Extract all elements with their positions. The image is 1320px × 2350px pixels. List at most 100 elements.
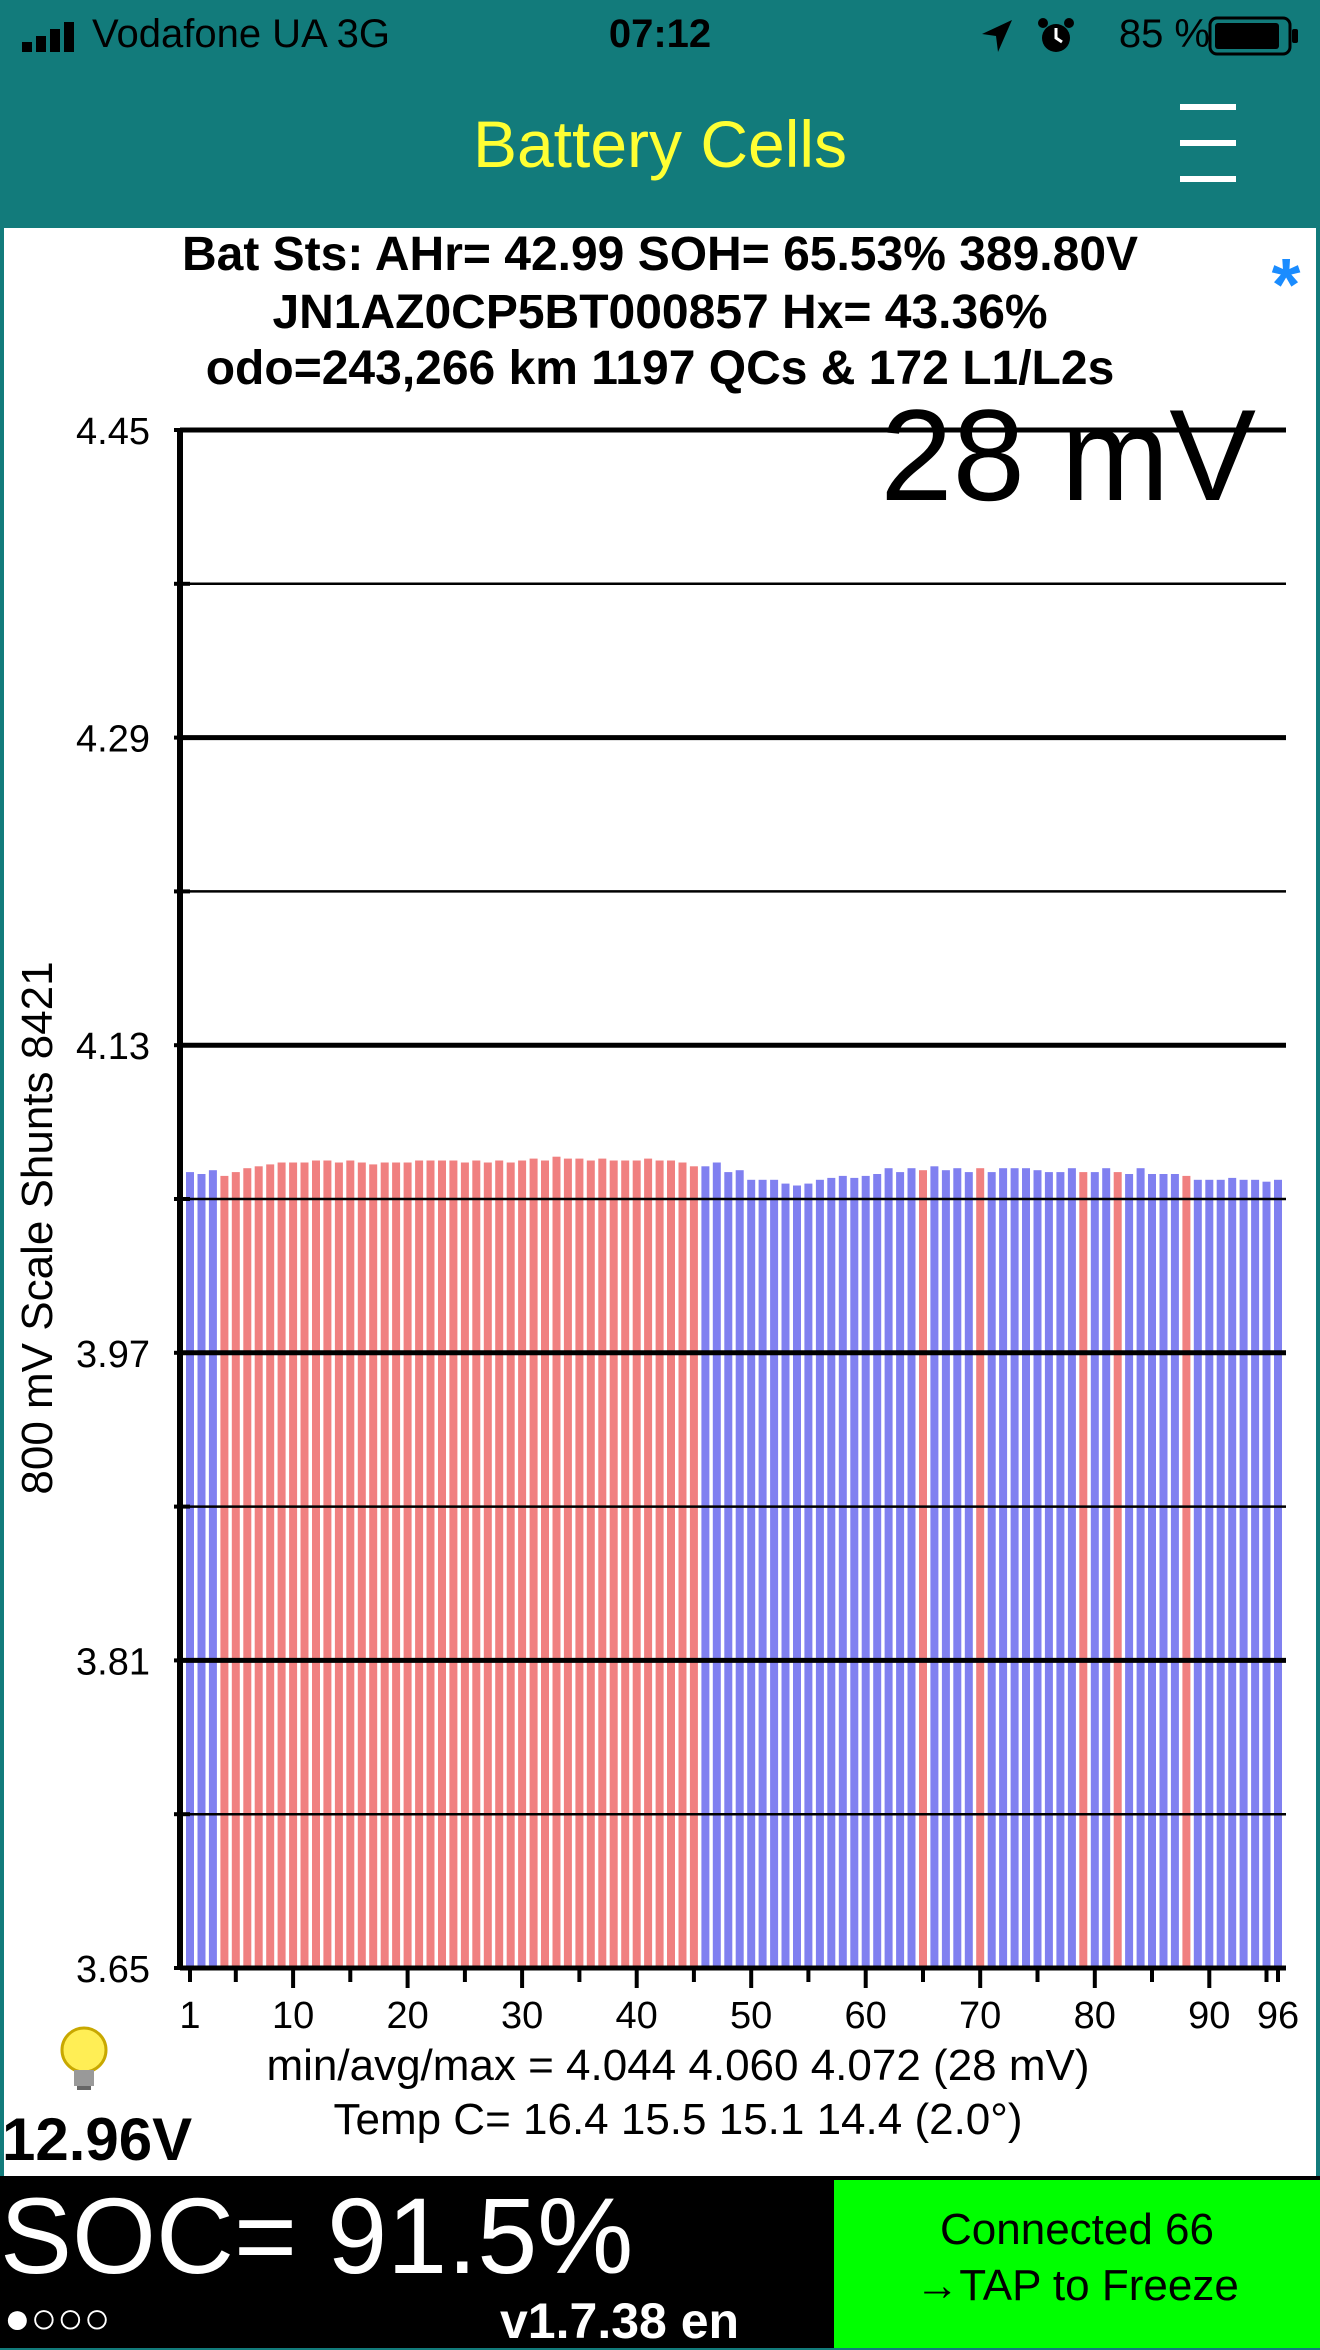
cell-bar	[1205, 1179, 1214, 1968]
cell-bar	[449, 1160, 458, 1968]
cell-bar	[380, 1162, 389, 1968]
cell-bar	[323, 1160, 332, 1968]
cell-bar	[1010, 1168, 1019, 1968]
clock: 07:12	[608, 12, 712, 56]
cell-bar	[392, 1162, 401, 1968]
cell-bar	[541, 1160, 549, 1968]
min-avg-max-stats: min/avg/max = 4.044 4.060 4.072 (28 mV)	[266, 2041, 1089, 2090]
cell-bar	[231, 1172, 240, 1968]
cell-bar	[1125, 1174, 1134, 1968]
cell-bar	[838, 1175, 847, 1968]
cell-bar	[815, 1179, 824, 1968]
cell-bar	[495, 1160, 504, 1968]
cell-bar	[1159, 1174, 1168, 1968]
vin-health-line: JN1AZ0CP5BT000857 Hx= 43.36%	[272, 286, 1047, 339]
y-tick-label: 3.65	[76, 1949, 150, 1991]
x-tick-label: 80	[1074, 1995, 1116, 2037]
hamburger-menu-icon[interactable]	[1180, 104, 1236, 184]
cell-bar	[506, 1162, 515, 1968]
cell-bar	[689, 1166, 698, 1968]
cell-bar	[369, 1164, 378, 1968]
cell-bar	[667, 1160, 675, 1968]
cell-bar	[758, 1179, 767, 1968]
cell-bar	[586, 1160, 595, 1968]
cell-bar	[930, 1166, 939, 1968]
cell-bar	[632, 1160, 641, 1968]
cell-bar	[1056, 1172, 1065, 1968]
cell-bar	[197, 1174, 206, 1968]
cell-bar	[896, 1172, 905, 1968]
cell-bar	[953, 1168, 962, 1968]
temperature-stats: Temp C= 16.4 15.5 15.1 14.4 (2.0°)	[333, 2095, 1022, 2144]
alarm-icon	[1038, 18, 1074, 52]
lightbulb-icon[interactable]	[60, 2026, 108, 2090]
page-dots[interactable]: ●○○○	[4, 2294, 111, 2343]
signal-strength-icon	[22, 22, 74, 52]
cell-bar	[472, 1160, 481, 1968]
x-tick-label: 10	[272, 1995, 314, 2037]
cell-bar	[1251, 1179, 1260, 1968]
cell-bar	[438, 1160, 446, 1968]
cell-bar	[770, 1179, 779, 1968]
cell-panel[interactable]: Bat Sts: AHr= 42.99 SOH= 65.53% 389.80V …	[4, 228, 1316, 2176]
cell-bar	[850, 1177, 859, 1968]
connect-freeze-button[interactable]: Connected 66 →TAP to Freeze	[834, 2180, 1320, 2348]
location-arrow-icon	[982, 20, 1012, 52]
cell-bar	[609, 1160, 618, 1968]
bluetooth-star-icon: *	[1272, 243, 1301, 326]
x-tick-label: 50	[730, 1995, 772, 2037]
cell-bar	[907, 1168, 916, 1968]
cell-bar	[804, 1183, 813, 1968]
cell-bar	[220, 1175, 229, 1968]
cell-bar	[621, 1160, 630, 1968]
cell-bar	[1136, 1168, 1145, 1968]
cell-bar	[987, 1172, 996, 1968]
cell-bar	[1262, 1181, 1271, 1968]
x-tick-label: 1	[179, 1995, 200, 2037]
status-bar: Vodafone UA 3G 07:12 85 %	[0, 0, 1320, 76]
cell-bar	[1216, 1179, 1225, 1968]
cell-bar	[1033, 1170, 1042, 1968]
cell-bar	[1079, 1172, 1088, 1968]
cell-bar	[1044, 1172, 1053, 1968]
cell-bar	[415, 1160, 424, 1968]
cell-bar	[873, 1174, 882, 1968]
cell-bar	[312, 1160, 320, 1968]
cell-bar	[1113, 1172, 1122, 1968]
cell-bar	[575, 1158, 584, 1968]
y-tick-label: 3.81	[76, 1641, 150, 1683]
cell-bar	[1228, 1177, 1237, 1968]
cell-bar	[827, 1177, 836, 1968]
cell-bar	[1193, 1179, 1202, 1968]
cell-bar	[976, 1168, 985, 1968]
x-tick-label: 90	[1188, 1995, 1230, 2037]
cell-bar	[1067, 1168, 1076, 1968]
y-tick-label: 4.45	[76, 411, 150, 453]
cell-bar	[735, 1170, 744, 1968]
cell-bar	[1148, 1174, 1156, 1968]
cell-bar	[460, 1162, 469, 1968]
cell-bar	[277, 1162, 286, 1968]
cell-bar	[289, 1162, 298, 1968]
cell-bar	[678, 1162, 687, 1968]
app-version: v1.7.38 en	[500, 2293, 740, 2349]
soc-readout: SOC= 91.5%	[0, 2175, 634, 2296]
odometer-line: odo=243,266 km 1197 QCs & 172 L1/L2s	[206, 342, 1115, 395]
cell-bar	[357, 1162, 366, 1968]
y-tick-label: 3.97	[76, 1334, 150, 1376]
cell-bar	[254, 1166, 263, 1968]
cell-bar	[884, 1168, 893, 1968]
battery-status-line: Bat Sts: AHr= 42.99 SOH= 65.53% 389.80V	[182, 228, 1138, 281]
cell-bar	[1022, 1168, 1030, 1968]
cell-bar	[518, 1160, 527, 1968]
y-axis-title: 800 mV Scale Shunts 8421	[13, 961, 62, 1494]
aux-battery-voltage: 12.96V	[4, 2106, 192, 2173]
y-tick-label: 4.13	[76, 1026, 150, 1068]
cell-bar	[334, 1162, 343, 1968]
cell-bar	[266, 1164, 275, 1968]
cell-bar	[1102, 1168, 1111, 1968]
cell-bar	[644, 1158, 653, 1968]
cell-bar	[712, 1162, 721, 1968]
x-tick-label: 70	[959, 1995, 1001, 2037]
y-tick-label: 4.29	[76, 719, 150, 761]
